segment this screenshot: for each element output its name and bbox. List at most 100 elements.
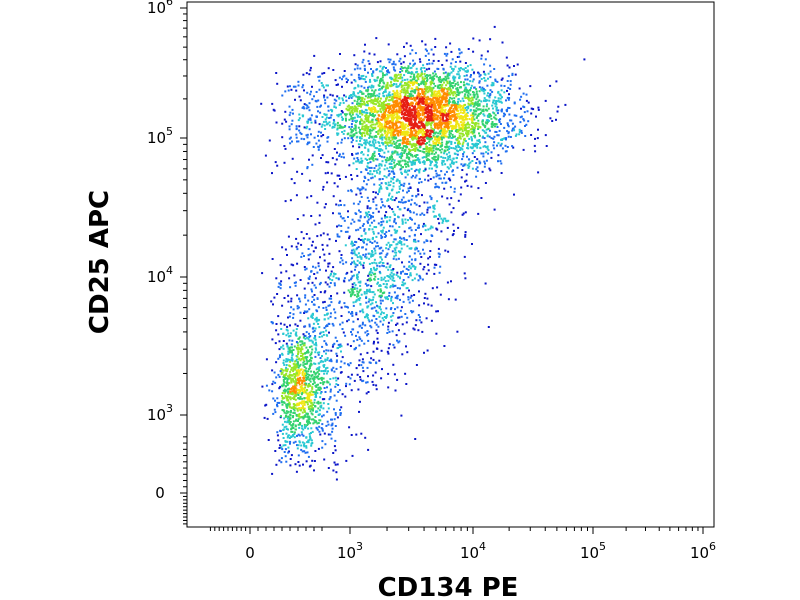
event-dot [325, 84, 328, 87]
event-dot [389, 166, 391, 169]
event-dot [337, 83, 339, 86]
event-dot [410, 134, 413, 137]
event-dot [299, 343, 302, 346]
event-dot [409, 75, 412, 78]
event-dot [413, 113, 416, 116]
event-dot [364, 125, 367, 128]
event-dot [412, 109, 415, 111]
event-dot [406, 117, 409, 120]
event-dot [396, 96, 398, 99]
event-dot [375, 131, 378, 133]
event-dot [499, 144, 502, 147]
event-dot [313, 329, 316, 332]
event-dot [398, 139, 401, 142]
event-dot [295, 136, 298, 139]
event-dot [384, 117, 387, 120]
event-dot [475, 107, 478, 110]
event-dot [422, 151, 425, 153]
event-dot [446, 166, 449, 169]
event-dot [506, 146, 509, 148]
event-dot [298, 388, 301, 391]
event-dot [290, 424, 293, 427]
event-dot [493, 68, 496, 70]
event-dot [345, 77, 348, 80]
event-dot [345, 459, 348, 462]
event-dot [387, 184, 390, 187]
event-dot [425, 124, 428, 127]
event-dot [459, 126, 462, 129]
event-dot [411, 82, 414, 84]
event-dot [383, 103, 386, 106]
event-dot [362, 131, 365, 134]
event-dot [411, 94, 414, 97]
event-dot [305, 425, 308, 428]
event-dot [418, 58, 421, 61]
event-dot [480, 57, 483, 60]
event-dot [299, 131, 302, 134]
event-dot [318, 214, 321, 217]
event-dot [457, 70, 460, 73]
event-dot [525, 123, 528, 126]
event-dot [278, 348, 281, 351]
event-dot [389, 114, 392, 117]
event-dot [287, 403, 290, 406]
event-dot [347, 137, 350, 140]
event-dot [501, 41, 504, 44]
event-dot [465, 106, 468, 109]
event-dot [366, 90, 369, 93]
event-dot [400, 100, 403, 103]
event-dot [434, 138, 437, 141]
event-dot [298, 364, 301, 367]
event-dot [395, 146, 398, 148]
event-dot [371, 158, 374, 161]
event-dot [284, 147, 287, 150]
event-dot [351, 95, 354, 98]
event-dot [274, 342, 277, 345]
event-dot [452, 169, 454, 172]
event-dot [518, 133, 521, 136]
event-dot [401, 111, 403, 114]
event-dot [391, 138, 394, 141]
event-dot [404, 98, 407, 101]
event-dot [518, 87, 521, 90]
event-dot [399, 71, 402, 73]
event-dot [438, 130, 441, 133]
event-dot [338, 124, 341, 127]
event-dot [359, 143, 362, 146]
event-dot [323, 113, 326, 116]
event-dot [390, 180, 392, 183]
event-dot [415, 101, 418, 104]
event-dot [448, 145, 451, 148]
event-dot [352, 129, 354, 132]
event-dot [489, 76, 492, 79]
event-dot [378, 79, 381, 82]
event-dot [310, 390, 313, 393]
event-dot [319, 392, 322, 395]
event-dot [441, 110, 443, 113]
event-dot [437, 110, 440, 113]
event-dot [429, 74, 432, 77]
event-dot [394, 238, 397, 241]
event-dot [345, 385, 347, 388]
event-dot [401, 127, 404, 130]
event-dot [307, 106, 310, 109]
event-dot [286, 370, 289, 373]
event-dot [462, 141, 465, 144]
event-dot [398, 144, 401, 147]
event-dot [364, 43, 366, 46]
event-dot [487, 119, 490, 122]
event-dot [292, 385, 295, 388]
event-dot [455, 108, 458, 111]
event-dot [402, 125, 405, 128]
event-dot [396, 102, 399, 105]
event-dot [398, 163, 401, 166]
event-dot [391, 151, 394, 154]
event-dot [327, 407, 330, 410]
event-dot [324, 360, 327, 363]
event-dot [332, 122, 335, 125]
event-dot [387, 43, 390, 46]
event-dot [432, 109, 435, 112]
event-dot [383, 175, 386, 178]
event-dot [306, 133, 309, 136]
event-dot [396, 297, 399, 300]
